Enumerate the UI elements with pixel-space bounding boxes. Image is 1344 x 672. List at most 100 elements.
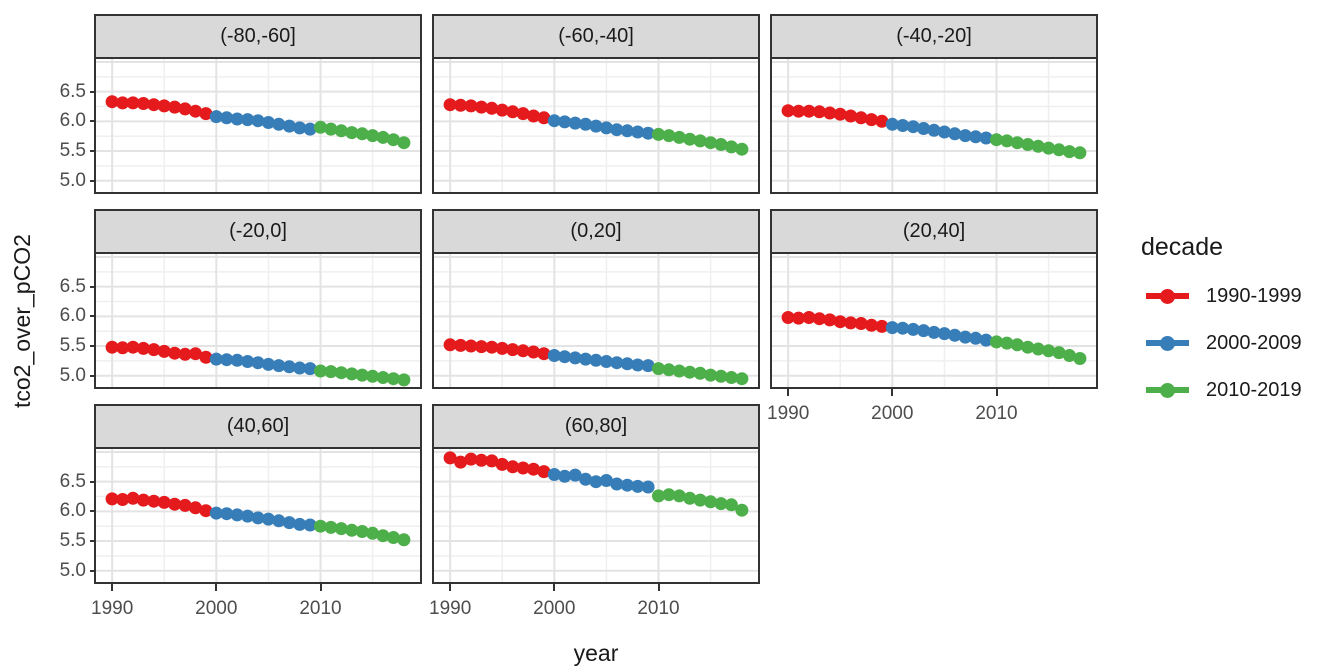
data-point [589, 119, 603, 133]
data-point [345, 126, 359, 140]
data-point [812, 312, 826, 326]
data-point [714, 497, 728, 511]
data-point [631, 358, 645, 372]
data-point [506, 460, 520, 474]
data-point [885, 117, 899, 131]
facet-panel [770, 57, 1098, 194]
data-point [334, 522, 348, 536]
data-point [324, 520, 338, 534]
data-point [157, 495, 171, 509]
data-point [969, 331, 983, 345]
data-point [397, 136, 411, 150]
data-point [833, 315, 847, 329]
data-point [272, 514, 286, 528]
data-point [672, 130, 686, 144]
facet-strip: (-80,-60] [94, 14, 422, 59]
data-point [693, 366, 707, 380]
data-point [724, 140, 738, 154]
legend-key-dot [1160, 382, 1175, 398]
data-point [1010, 338, 1024, 352]
data-point [168, 346, 182, 360]
data-point [474, 340, 488, 354]
data-point [906, 120, 920, 134]
data-point [209, 110, 223, 124]
data-point [631, 479, 645, 493]
data-point [230, 508, 244, 522]
data-point [896, 119, 910, 132]
data-point [126, 491, 140, 505]
data-point [579, 472, 593, 486]
data-point [1000, 336, 1014, 350]
data-point [631, 125, 645, 139]
data-point [568, 351, 582, 365]
data-point [672, 489, 686, 503]
y-tick-mark [90, 540, 96, 543]
legend-entry-label: 1990-1999 [1206, 285, 1302, 307]
legend-key-dot [1160, 335, 1175, 351]
data-point [485, 101, 499, 115]
facet-panel [94, 252, 422, 389]
facet-panel-canvas [96, 449, 420, 582]
y-tick-label: 5.0 [59, 169, 86, 191]
data-point [147, 98, 161, 112]
data-point [547, 114, 561, 128]
data-point [558, 350, 572, 364]
data-point [303, 518, 317, 532]
data-point [454, 98, 468, 112]
facet-strip: (60,80] [432, 404, 760, 449]
data-point [303, 122, 317, 136]
data-point [220, 507, 234, 521]
facet-panel [94, 447, 422, 584]
x-tick-label: 1990 [767, 403, 810, 424]
y-tick-mark [90, 569, 96, 572]
data-point [917, 122, 931, 135]
data-point [662, 363, 676, 377]
y-tick-label: 5.5 [59, 530, 86, 552]
facet-strip-label: (0,20] [570, 220, 622, 242]
data-point [168, 100, 182, 114]
facet-panel [432, 57, 760, 194]
data-point [495, 341, 509, 355]
y-tick-label: 6.5 [59, 80, 86, 102]
data-point [506, 343, 520, 357]
facet-strip-label: (60,80] [564, 415, 628, 437]
x-tick-mark [995, 389, 998, 396]
data-point [724, 498, 738, 512]
data-point [136, 493, 150, 507]
data-point [314, 120, 327, 134]
data-point [178, 498, 192, 512]
data-point [620, 357, 634, 371]
data-point [126, 96, 140, 110]
data-point [652, 489, 665, 503]
data-point [261, 116, 275, 129]
data-point [589, 353, 603, 367]
data-point [314, 519, 327, 533]
x-tick-mark [319, 584, 322, 591]
data-point [906, 322, 920, 336]
facet-panel [94, 57, 422, 194]
data-point [178, 347, 192, 361]
data-point [209, 506, 223, 520]
x-tick-label: 2010 [637, 598, 680, 619]
data-point [844, 109, 858, 123]
data-point [376, 130, 390, 144]
data-point [527, 462, 540, 476]
data-point [454, 455, 468, 469]
data-point [282, 516, 296, 530]
data-point [397, 373, 411, 387]
data-point [324, 365, 338, 379]
data-point [464, 339, 478, 353]
data-point [875, 319, 889, 333]
data-point [854, 111, 868, 125]
data-point [792, 311, 806, 325]
data-point [454, 338, 468, 352]
data-point [854, 317, 868, 330]
data-point [802, 311, 816, 324]
data-point [599, 355, 613, 368]
x-tick-label: 1990 [429, 598, 472, 619]
facet-strip: (-40,-20] [770, 14, 1098, 59]
x-tick-mark [111, 584, 114, 591]
data-point [516, 344, 530, 358]
data-point [386, 372, 400, 386]
